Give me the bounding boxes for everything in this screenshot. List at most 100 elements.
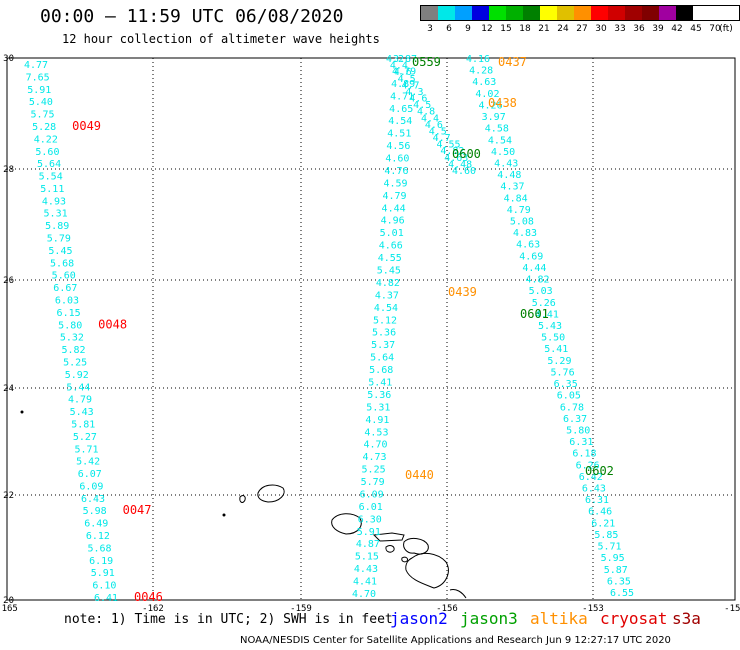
island-speck-1: [20, 410, 24, 414]
color-scale-label: 30: [595, 24, 607, 34]
wave-height-value: 4.48: [497, 170, 521, 181]
track-jason3: 4.24.44.64.54.74.34.64.54.84.44.64.54.74…: [386, 54, 614, 478]
wave-height-value: 5.36: [372, 328, 396, 339]
wave-height-value: 4.5: [429, 126, 447, 137]
color-swatch: [642, 6, 659, 20]
wave-height-value: 5.43: [538, 321, 562, 332]
legend-altika: altika: [530, 609, 588, 628]
wave-height-value: 6.09: [79, 481, 103, 492]
wave-height-value: 4.77: [24, 60, 48, 71]
wave-height-value: 5.45: [48, 246, 72, 257]
wave-height-value: 5.32: [60, 333, 84, 344]
wave-height-value: 6.46: [588, 507, 612, 518]
time-tag: 0048: [98, 317, 127, 331]
wave-height-value: 5.54: [39, 172, 63, 183]
lat-tick-label: 22: [3, 491, 14, 501]
wave-height-value: 5.68: [50, 258, 74, 269]
lat-tick-label: 30: [3, 54, 14, 64]
island-maui: [403, 537, 429, 555]
wave-height-value: 5.44: [66, 382, 90, 393]
color-swatch: [472, 6, 489, 20]
wave-height-value: 6.37: [563, 414, 587, 425]
color-swatch: [676, 6, 693, 20]
wave-height-value: 4.91: [365, 415, 389, 426]
color-swatch: [574, 6, 591, 20]
color-scale-swatches: [420, 5, 740, 21]
wave-height-value: 5.26: [532, 298, 556, 309]
lat-lon-grid: [6, 57, 736, 601]
wave-height-value: 5.92: [65, 370, 89, 381]
color-scale-label: 27: [576, 24, 588, 34]
wave-height-value: 4.79: [68, 395, 92, 406]
color-scale-label: 21: [538, 24, 550, 34]
wave-height-value: 5.91: [27, 85, 51, 96]
color-swatch: [489, 6, 506, 20]
wave-height-value: 4.63: [516, 240, 540, 251]
wave-height-value: 4.56: [386, 141, 410, 152]
map-frame: [6, 57, 736, 601]
wave-height-value: 4.22: [34, 134, 58, 145]
wave-height-value: 5.91: [91, 568, 115, 579]
wave-height-value: 5.71: [74, 444, 98, 455]
coast-fragment: [449, 589, 467, 599]
wave-height-value: 4.8: [417, 107, 435, 118]
wave-height-value: 5.15: [355, 552, 379, 563]
wave-height-value: 4.5: [398, 74, 416, 85]
color-scale-labels: 3 6 9 12 15 18 21 24 27 30 33 36 39 42 45 70 (ft): [420, 21, 740, 34]
hawaiian-islands: [20, 410, 467, 599]
wave-height-value: 4.82: [525, 275, 549, 286]
wave-height-value: 4.37: [375, 290, 399, 301]
color-swatch: [540, 6, 557, 20]
wave-height-value: 4.43: [354, 564, 378, 575]
wave-height-value: 6.55: [610, 588, 634, 599]
wave-height-value: 5.11: [40, 184, 64, 195]
wave-height-value: 6.31: [569, 437, 593, 448]
wave-height-value: 4.53: [364, 427, 388, 438]
wave-height-value: 6.09: [360, 489, 384, 500]
lat-tick-label: 26: [3, 276, 14, 286]
wave-height-value: 4.66: [379, 241, 403, 252]
wave-height-value: 4.71: [390, 91, 414, 102]
island-kahoolawe: [401, 556, 408, 563]
wave-height-value: 6.19: [89, 556, 113, 567]
wave-height-value: 5.12: [373, 315, 397, 326]
color-swatch: [608, 6, 625, 20]
color-swatch: [455, 6, 472, 20]
wave-height-value: 4.82: [376, 278, 400, 289]
wave-height-value: 4.44: [382, 203, 406, 214]
time-tag: 0601: [520, 307, 549, 321]
wave-height-value: 5.41: [368, 377, 392, 388]
wave-height-value: 5.60: [35, 147, 59, 158]
color-scale-label: 39: [652, 24, 664, 34]
color-swatch: [659, 6, 676, 20]
wave-height-value: 4.63: [472, 77, 496, 88]
wave-height-value: 5.41: [544, 344, 568, 355]
time-tag: 0559: [412, 55, 441, 69]
color-swatch: [421, 6, 438, 20]
wave-height-value: 4.59: [383, 178, 407, 189]
time-tag: 0049: [72, 119, 101, 133]
legend-jason2: jason2: [390, 609, 448, 628]
wave-height-value: 4.89: [391, 79, 415, 90]
wave-height-value: 5.81: [71, 419, 95, 430]
wave-height-value: 5.31: [366, 402, 390, 413]
wave-height-value: 4.54: [488, 135, 512, 146]
wave-height-value: 4.55: [436, 140, 460, 151]
wave-height-value: 4.48: [448, 159, 472, 170]
wave-height-value: 5.91: [357, 527, 381, 538]
wave-height-value: 6.10: [92, 581, 116, 592]
wave-height-value: 4.41: [353, 577, 377, 588]
wave-height-value: 4.43: [494, 158, 518, 169]
wave-height-value: 5.45: [377, 266, 401, 277]
wave-height-value: 7.65: [26, 72, 50, 83]
wave-height-value: 5.08: [510, 217, 534, 228]
wave-height-value: 4.3: [405, 87, 423, 98]
wave-height-value: 4.96: [381, 216, 405, 227]
wave-height-value: 5.36: [367, 390, 391, 401]
wave-height-value: 4.5: [413, 100, 431, 111]
wave-height-value: 5.28: [32, 122, 56, 133]
color-scale-label: 24: [557, 24, 569, 34]
color-scale-label: 45: [690, 24, 702, 34]
wave-height-value: 5.29: [547, 356, 571, 367]
wave-height-value: 4.28: [469, 66, 493, 77]
